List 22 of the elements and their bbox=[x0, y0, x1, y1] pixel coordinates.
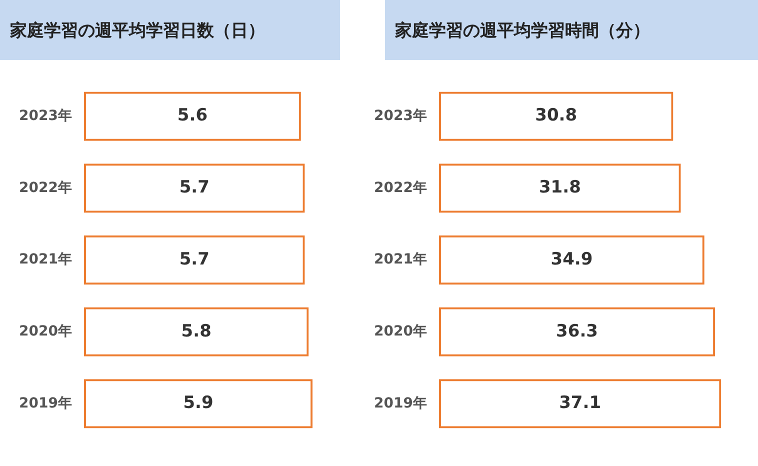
data-label: 31.8 bbox=[538, 178, 581, 198]
y-tick-label: 2023年 bbox=[374, 108, 427, 124]
chart-title: 家庭学習の週平均学習時間（分） bbox=[385, 0, 758, 60]
y-tick-label: 2019年 bbox=[374, 395, 427, 412]
data-label: 36.3 bbox=[556, 321, 598, 342]
y-tick-label: 2022年 bbox=[19, 180, 72, 196]
data-label: 5.7 bbox=[179, 178, 210, 198]
data-label: 37.1 bbox=[559, 393, 602, 414]
data-label: 5.8 bbox=[181, 321, 212, 342]
data-label: 30.8 bbox=[535, 106, 578, 126]
data-label: 34.9 bbox=[550, 249, 593, 270]
y-tick-label: 2019年 bbox=[19, 395, 72, 412]
y-tick-label: 2021年 bbox=[374, 252, 427, 268]
data-label: 5.6 bbox=[177, 106, 208, 126]
y-tick-label: 2021年 bbox=[19, 252, 72, 268]
y-tick-label: 2023年 bbox=[19, 108, 72, 124]
data-label: 5.9 bbox=[183, 393, 214, 414]
y-tick-label: 2020年 bbox=[19, 323, 72, 340]
y-tick-label: 2022年 bbox=[374, 180, 427, 196]
chart-title: 家庭学習の週平均学習日数（日） bbox=[0, 0, 340, 60]
y-tick-label: 2020年 bbox=[374, 323, 427, 340]
data-label: 5.7 bbox=[179, 249, 210, 270]
